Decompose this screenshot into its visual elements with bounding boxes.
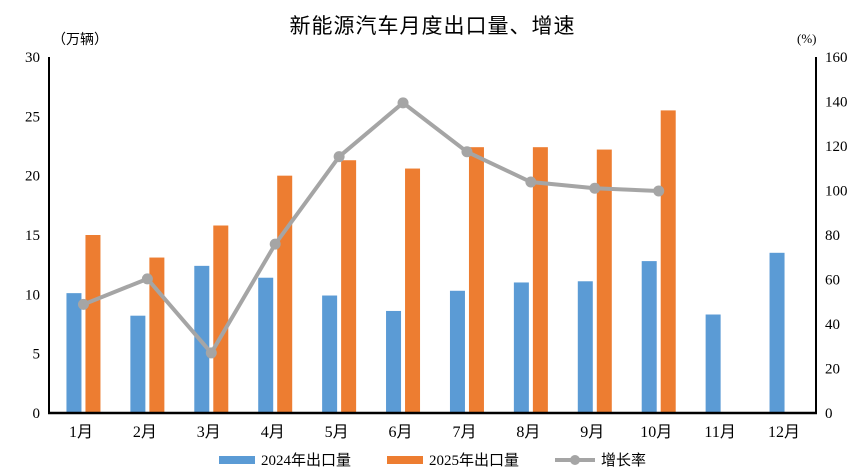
bar-2025年出口量-7月	[468, 147, 484, 414]
chart-title: 新能源汽车月度出口量、增速	[289, 14, 576, 38]
right-axis-tick-0: 0	[825, 406, 833, 422]
bar-2024年出口量-4月	[258, 277, 274, 413]
bar-2025年出口量-10月	[660, 110, 676, 414]
growth-point-10月	[653, 185, 665, 197]
bar-2024年出口量-1月	[66, 293, 82, 413]
legend-label-2025: 2025年出口量	[428, 453, 519, 469]
right-axis-tick-140: 140	[825, 95, 848, 111]
bar-2025年出口量-1月	[85, 235, 101, 413]
x-tick-label-9月: 9月	[580, 424, 604, 441]
x-tick-label-10月: 10月	[640, 424, 672, 441]
bar-2024年出口量-11月	[705, 314, 721, 413]
growth-rate-line	[81, 100, 661, 355]
bar-2025年出口量-8月	[532, 147, 548, 414]
right-axis-tick-120: 120	[825, 139, 848, 155]
growth-point-5月	[333, 151, 345, 163]
bar-2024年出口量-7月	[449, 290, 465, 413]
bar-2024年出口量-10月	[641, 261, 657, 413]
legend-item-growth: 增长率	[555, 449, 646, 470]
right-axis-tick-60: 60	[825, 273, 840, 289]
left-axis-tick-5: 5	[33, 347, 41, 363]
growth-dot-glyph	[570, 454, 580, 465]
x-tick-label-1月: 1月	[69, 424, 93, 441]
legend-item-2024: 2024年出口量	[218, 449, 351, 470]
growth-point-2月	[141, 273, 153, 285]
bar-2025年出口量-3月	[213, 225, 229, 413]
right-axis-tick-100: 100	[825, 184, 848, 200]
right-axis-tick-160: 160	[825, 50, 848, 66]
left-axis-tick-20: 20	[25, 169, 40, 185]
legend-label-2024: 2024年出口量	[260, 453, 351, 469]
growth-point-9月	[589, 182, 601, 194]
left-axis-tick-15: 15	[25, 228, 40, 244]
right-axis-tick-80: 80	[825, 228, 840, 244]
bar-2024年出口量-9月	[577, 281, 593, 413]
x-tick-label-2月: 2月	[133, 424, 157, 441]
growth-point-8月	[525, 176, 537, 188]
growth-point-4月	[269, 238, 281, 250]
x-tick-label-4月: 4月	[261, 424, 285, 441]
bar-2024年出口量-8月	[513, 282, 529, 413]
legend-swatch-growth-line-icon	[555, 454, 595, 466]
legend: 2024年出口量 2025年出口量 增长率	[0, 449, 865, 470]
left-axis-tick-30: 30	[25, 50, 40, 66]
left-axis-unit-label: （万辆）	[52, 33, 108, 48]
left-axis-tick-10: 10	[25, 287, 40, 303]
x-tick-label-12月: 12月	[768, 424, 800, 441]
left-axis-tick-25: 25	[25, 109, 40, 125]
right-axis-tick-40: 40	[825, 317, 840, 333]
right-axis-tick-20: 20	[825, 362, 840, 378]
x-tick-label-3月: 3月	[197, 424, 221, 441]
x-tick-label-6月: 6月	[389, 424, 413, 441]
bar-2024年出口量-6月	[386, 310, 402, 413]
x-tick-label-11月: 11月	[704, 424, 735, 441]
growth-point-1月	[77, 298, 89, 310]
bar-2025年出口量-6月	[405, 168, 421, 413]
legend-swatch-2024-bar-icon	[218, 455, 255, 464]
bar-2024年出口量-12月	[769, 252, 785, 413]
bar-2025年出口量-9月	[596, 149, 612, 413]
growth-point-7月	[461, 146, 473, 158]
growth-point-6月	[397, 97, 409, 109]
left-axis-tick-0: 0	[33, 406, 41, 422]
x-tick-label-5月: 5月	[325, 424, 349, 441]
growth-point-3月	[205, 347, 217, 359]
x-tick-label-8月: 8月	[516, 424, 540, 441]
legend-item-2025: 2025年出口量	[386, 449, 519, 470]
right-axis-unit-label: (%)	[797, 31, 817, 46]
legend-swatch-2025-bar-icon	[386, 455, 423, 464]
bar-2025年出口量-4月	[277, 175, 293, 413]
bar-2025年出口量-5月	[341, 160, 357, 413]
legend-label-growth: 增长率	[601, 453, 647, 469]
bar-2024年出口量-2月	[130, 315, 146, 413]
x-tick-label-7月: 7月	[452, 424, 476, 441]
bar-2024年出口量-5月	[322, 295, 338, 413]
